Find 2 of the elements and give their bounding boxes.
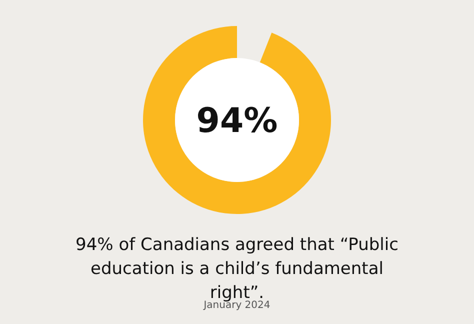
data-label: 94% — [196, 101, 278, 141]
text: January 2024 — [202, 300, 270, 311]
